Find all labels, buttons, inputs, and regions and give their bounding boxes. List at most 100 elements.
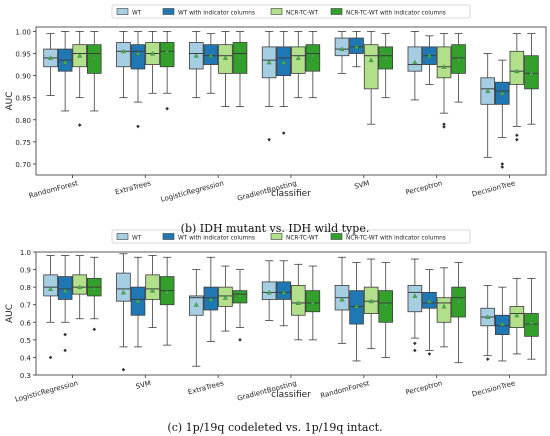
outlier-point (500, 165, 505, 169)
legend: WT WT with indicator columns NCR-TC-WT NCR-… (111, 229, 471, 244)
y-tick-label: 0.5 (20, 337, 31, 345)
mean-marker (485, 314, 491, 319)
mean-marker (164, 48, 170, 54)
y-tick-label: 0.9 (20, 267, 31, 275)
x-tick-label: SVM (354, 179, 371, 191)
outlier-point (442, 122, 446, 126)
mean-marker (150, 50, 156, 56)
mean-marker (222, 295, 228, 300)
legend-swatch (116, 8, 129, 15)
legend-swatch (162, 233, 175, 240)
box (407, 284, 423, 313)
y-tick-label: 1.00 (15, 28, 31, 36)
mean-marker (354, 303, 360, 309)
mean-marker (193, 302, 199, 307)
mean-marker (120, 289, 126, 295)
mean-marker (150, 288, 156, 293)
outlier-point (136, 124, 140, 129)
legend-label: NCR-TC-WT (286, 10, 319, 16)
legend-label: NCR-TC-WT with indicator columns (346, 10, 446, 16)
outlier-point (281, 131, 286, 135)
outlier-point (77, 123, 82, 127)
x-tick-label: Perceptron (405, 179, 444, 197)
outlier-point (500, 162, 505, 166)
y-tick-label: 0.90 (15, 73, 31, 81)
mean-marker (485, 88, 491, 94)
box (43, 274, 58, 297)
box (130, 44, 146, 70)
y-tick-label: 0.6 (20, 319, 32, 327)
mean-marker (499, 321, 505, 327)
mean-marker (383, 302, 389, 307)
legend-label: WT (132, 235, 142, 241)
box (116, 42, 131, 68)
box (509, 50, 525, 85)
legend: WT WT with indicator columns NCR-TC-WT NCR-… (111, 4, 471, 19)
legend-label: WT with indicator columns (178, 235, 255, 241)
box (407, 46, 423, 72)
mean-marker (135, 298, 141, 304)
x-axis-label: classifier (271, 390, 311, 400)
outlier-point (63, 332, 67, 337)
legend-label: NCR-TC-WT (286, 235, 319, 241)
mean-marker (528, 70, 534, 76)
mean-marker (412, 293, 418, 298)
mean-marker (295, 55, 301, 60)
outlier-point (485, 357, 490, 361)
mean-marker (310, 300, 316, 305)
mean-marker (164, 289, 170, 295)
legend-swatch (162, 8, 175, 15)
legend-swatch (330, 233, 343, 240)
mean-marker (91, 286, 97, 291)
mean-marker (339, 46, 345, 52)
x-tick-label: DecisionTree (471, 379, 516, 398)
mean-marker (48, 55, 54, 60)
box (116, 272, 131, 302)
x-tick-label: DecisionTree (471, 179, 516, 198)
outlier-point (92, 327, 97, 332)
mean-marker (412, 59, 418, 65)
y-tick-label: 0.85 (15, 95, 31, 103)
x-tick-label: RandomForest (320, 379, 371, 400)
mean-marker (514, 312, 520, 318)
mean-marker (368, 57, 374, 63)
outlier-point (121, 367, 126, 372)
mean-marker (77, 53, 83, 58)
outlier-point (165, 106, 169, 111)
mean-marker (266, 59, 272, 65)
caption-b: (b) IDH mutant vs. IDH wild type. (180, 222, 370, 235)
x-tick-label: ExtraTrees (114, 179, 152, 196)
mean-marker (354, 44, 360, 49)
outlier-point (515, 133, 519, 138)
y-axis-label: AUC (5, 304, 15, 323)
y-tick-label: 0.3 (20, 372, 31, 380)
box (305, 44, 321, 72)
x-tick-label: LogisticRegression (160, 179, 225, 204)
x-tick-label: LogisticRegression (14, 379, 79, 404)
chart-panel-b: 0.70 0.75 0.80 0.85 0.90 0.95 1.00 AUC RandomFor… (5, 4, 547, 204)
x-tick-label: SVM (135, 379, 152, 391)
mean-marker (426, 298, 432, 304)
box (57, 276, 73, 300)
outlier-point (238, 338, 242, 342)
legend-swatch (330, 8, 343, 15)
mean-marker (426, 53, 432, 58)
mean-marker (281, 59, 287, 65)
mean-marker (237, 55, 243, 60)
outlier-point (267, 137, 271, 142)
box (159, 42, 175, 68)
mean-marker (120, 48, 126, 54)
legend-swatch (270, 8, 283, 15)
legend-label: NCR-TC-WT with indicator columns (346, 235, 446, 241)
y-tick-label: 0.80 (15, 117, 31, 125)
mean-marker (281, 289, 287, 295)
caption-c: (c) 1p/19q codeleted vs. 1p/19q intact. (167, 421, 383, 434)
y-tick-label: 0.75 (15, 139, 31, 147)
mean-marker (208, 296, 214, 302)
outlier-point (413, 341, 417, 346)
box (290, 284, 306, 316)
box (436, 46, 452, 79)
y-axis-label: AUC (5, 91, 15, 110)
y-tick-label: 0.70 (15, 161, 31, 169)
box (363, 44, 379, 90)
